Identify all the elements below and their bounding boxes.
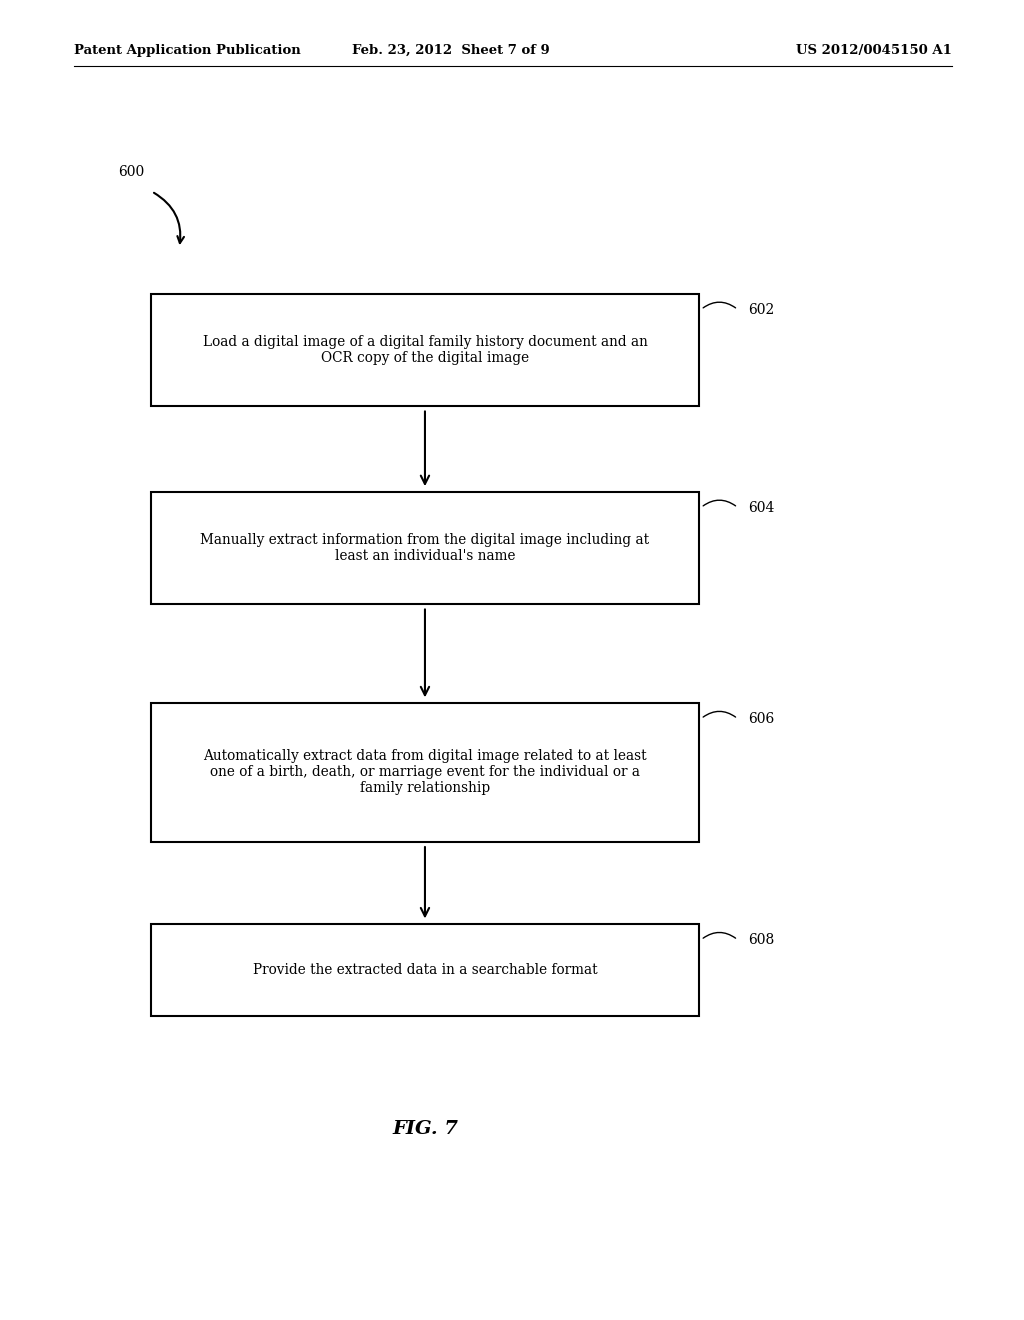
Text: Load a digital image of a digital family history document and an
OCR copy of the: Load a digital image of a digital family… — [203, 335, 647, 364]
Text: Feb. 23, 2012  Sheet 7 of 9: Feb. 23, 2012 Sheet 7 of 9 — [351, 44, 550, 57]
Text: Automatically extract data from digital image related to at least
one of a birth: Automatically extract data from digital … — [203, 748, 647, 796]
Text: Patent Application Publication: Patent Application Publication — [74, 44, 300, 57]
Text: FIG. 7: FIG. 7 — [392, 1119, 458, 1138]
Text: 608: 608 — [748, 933, 774, 946]
Text: Provide the extracted data in a searchable format: Provide the extracted data in a searchab… — [253, 964, 597, 977]
Text: 604: 604 — [748, 500, 774, 515]
Text: 606: 606 — [748, 711, 774, 726]
Bar — [151, 704, 698, 842]
Text: 600: 600 — [118, 165, 144, 178]
Bar — [151, 924, 698, 1016]
Text: Manually extract information from the digital image including at
least an indivi: Manually extract information from the di… — [201, 533, 649, 562]
Bar — [151, 492, 698, 605]
Text: 602: 602 — [748, 302, 774, 317]
Text: US 2012/0045150 A1: US 2012/0045150 A1 — [797, 44, 952, 57]
Bar — [151, 294, 698, 407]
